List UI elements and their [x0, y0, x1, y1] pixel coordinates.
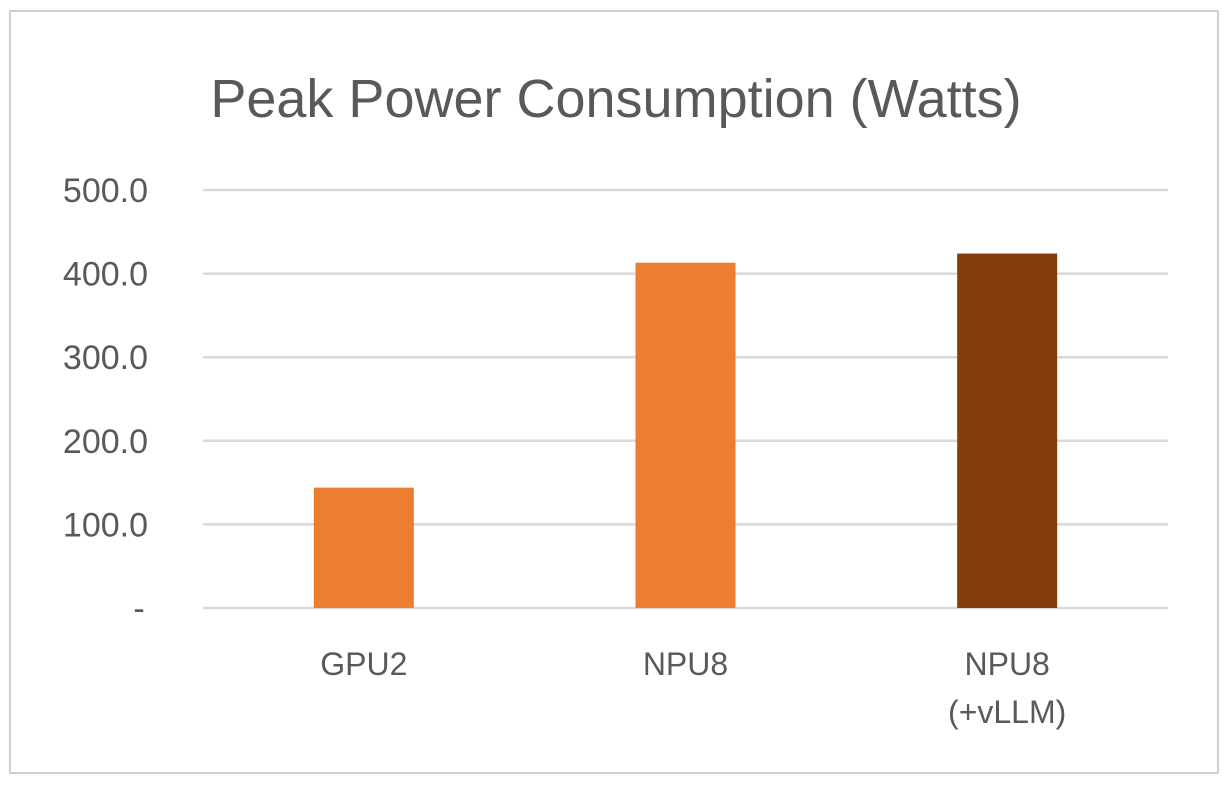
- bar: [313, 487, 414, 608]
- x-category-label: GPU2: [320, 646, 407, 682]
- bar: [957, 253, 1058, 608]
- y-tick-label: 400.0: [63, 256, 148, 294]
- bar: [635, 262, 736, 608]
- y-tick-label: 500.0: [63, 172, 148, 210]
- bars: [313, 253, 1058, 608]
- x-axis-categories: GPU2 NPU8 NPU8 (+vLLM): [320, 646, 1066, 730]
- x-category-label: NPU8: [643, 646, 728, 682]
- y-tick-label: 100.0: [63, 506, 148, 544]
- x-category-label: (+vLLM): [948, 694, 1066, 730]
- y-tick-label: 300.0: [63, 339, 148, 377]
- y-axis-ticks: - 100.0 200.0 300.0 400.0 500.0: [63, 172, 148, 628]
- chart-title: Peak Power Consumption (Watts): [210, 69, 1021, 129]
- y-tick-label: -: [133, 590, 144, 628]
- x-category-label: NPU8: [964, 646, 1049, 682]
- y-tick-label: 200.0: [63, 423, 148, 461]
